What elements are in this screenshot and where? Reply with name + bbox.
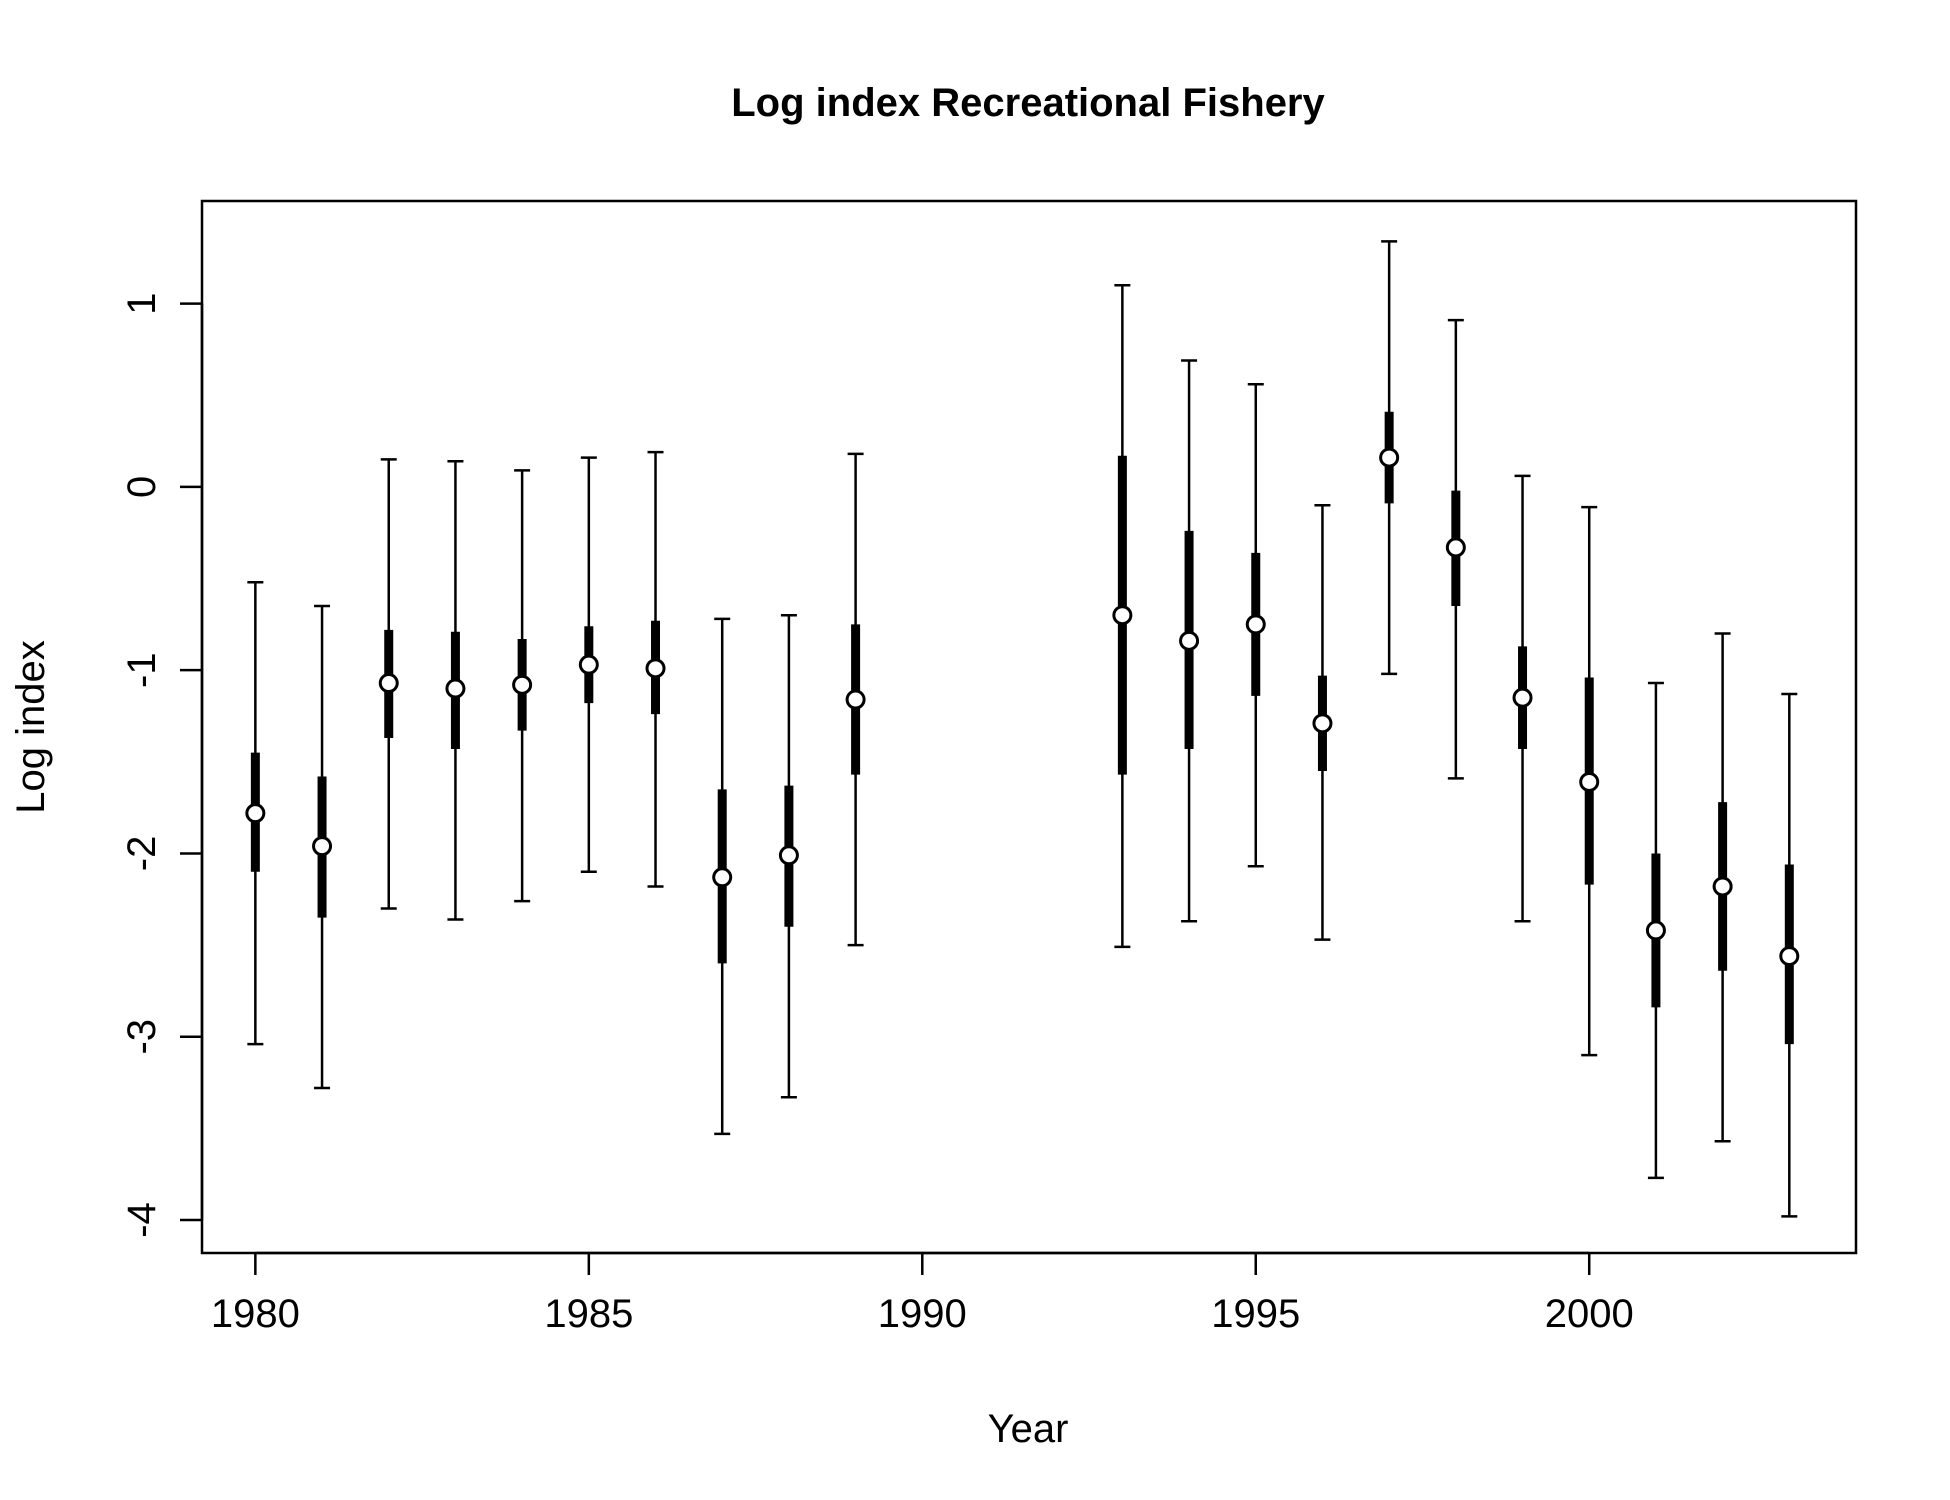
data-point [712,867,733,888]
data-point-group [712,617,733,1136]
data-point [1379,447,1400,468]
data-point [512,674,533,695]
data-point-group [1512,474,1533,923]
y-tick-label: -4 [120,1202,164,1238]
x-axis-label: Year [988,1407,1069,1451]
data-point-group [1179,359,1200,923]
data-point [1179,630,1200,651]
data-point [578,654,599,675]
x-axis: 1980 1985 1990 1995 2000 [211,1251,1634,1336]
data-point [312,836,333,857]
data-point [1579,771,1600,792]
data-point-group [1245,383,1266,868]
y-axis: -4 -3 -2 -1 0 1 [120,293,204,1238]
data-point [1445,537,1466,558]
data-point-group [1579,505,1600,1057]
data-point-group [245,580,266,1046]
data-point-group [645,450,666,888]
y-tick-label: -3 [120,1019,164,1055]
y-tick-label: -1 [120,652,164,688]
data-point-group [578,456,599,874]
data-point [1512,687,1533,708]
x-tick-label: 1995 [1211,1292,1300,1336]
data-point [245,803,266,824]
data-point [1779,946,1800,967]
data-point-group [1379,240,1400,676]
data-point-group [1112,284,1133,949]
data-point-group [778,613,799,1099]
data-point-group [378,458,399,910]
data-point [778,845,799,866]
data-point-group [1779,692,1800,1218]
data-point-group [1645,681,1666,1180]
data-point [645,658,666,679]
data-point [1312,713,1333,734]
data-point [1245,614,1266,635]
data-point-group [1312,503,1333,941]
data-point-group [845,452,866,947]
data-point [1112,605,1133,626]
x-tick-label: 1980 [211,1292,300,1336]
data-point-group [1445,318,1466,780]
data-point-group [1712,632,1733,1143]
data-point-group [445,460,466,921]
x-tick-label: 1985 [544,1292,633,1336]
data-point [1712,876,1733,897]
data-point-group [512,469,533,903]
data-point-group [312,604,333,1090]
data-point [845,689,866,710]
x-tick-label: 2000 [1545,1292,1634,1336]
data-point [445,678,466,699]
y-tick-label: 1 [120,293,164,315]
y-tick-label: -2 [120,836,164,872]
y-axis-label: Log index [9,640,53,813]
data-point [1645,920,1666,941]
y-tick-label: 0 [120,476,164,498]
data-point [378,673,399,694]
series-layer [245,240,1800,1218]
chart-title: Log index Recreational Fishery [731,81,1325,125]
x-tick-label: 1990 [878,1292,967,1336]
